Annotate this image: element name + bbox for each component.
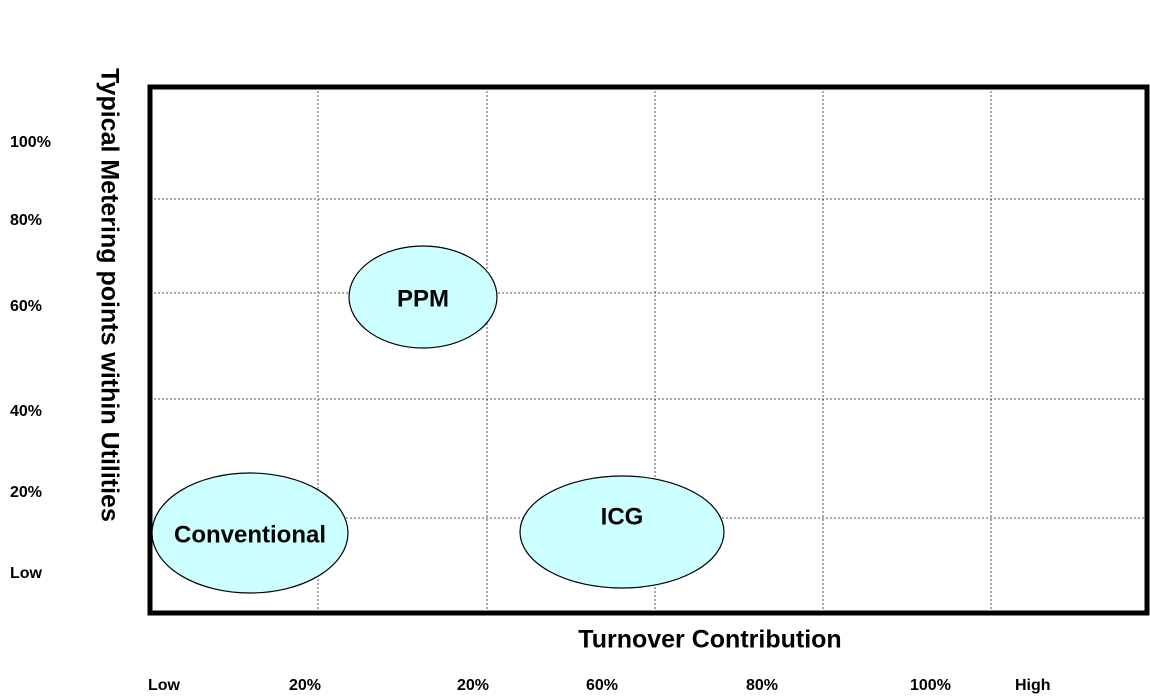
x-tick-label: 100% [910, 677, 951, 694]
y-tick-labels: 100% 80% 60% 40% 20% Low [10, 134, 51, 582]
x-tick-label: High [1015, 677, 1051, 694]
bubble-label: PPM [397, 285, 449, 312]
y-tick-label: Low [10, 565, 43, 582]
y-tick-label: 40% [10, 403, 42, 420]
plot-frame [147, 84, 1150, 616]
bubble [348, 245, 498, 349]
x-axis-title: Turnover Contribution [578, 626, 841, 654]
y-tick-label: 80% [10, 212, 42, 229]
bubble [151, 472, 349, 594]
x-tick-labels: Low 20% 20% 60% 80% 100% High [148, 677, 1051, 694]
bubble-label: Conventional [174, 521, 326, 548]
y-axis-title: Typical Metering points within Utilities [95, 68, 123, 522]
bubble-label: ICG [601, 503, 644, 530]
y-tick-label: 60% [10, 298, 42, 315]
bubbles: PPM Conventional ICG [151, 245, 725, 594]
x-tick-label: 20% [289, 677, 321, 694]
x-tick-label: 60% [586, 677, 618, 694]
y-tick-label: 20% [10, 484, 42, 501]
x-tick-label: 20% [457, 677, 489, 694]
bubble [519, 475, 725, 589]
x-tick-label: 80% [746, 677, 778, 694]
x-tick-label: Low [148, 677, 181, 694]
y-tick-label: 100% [10, 134, 51, 151]
